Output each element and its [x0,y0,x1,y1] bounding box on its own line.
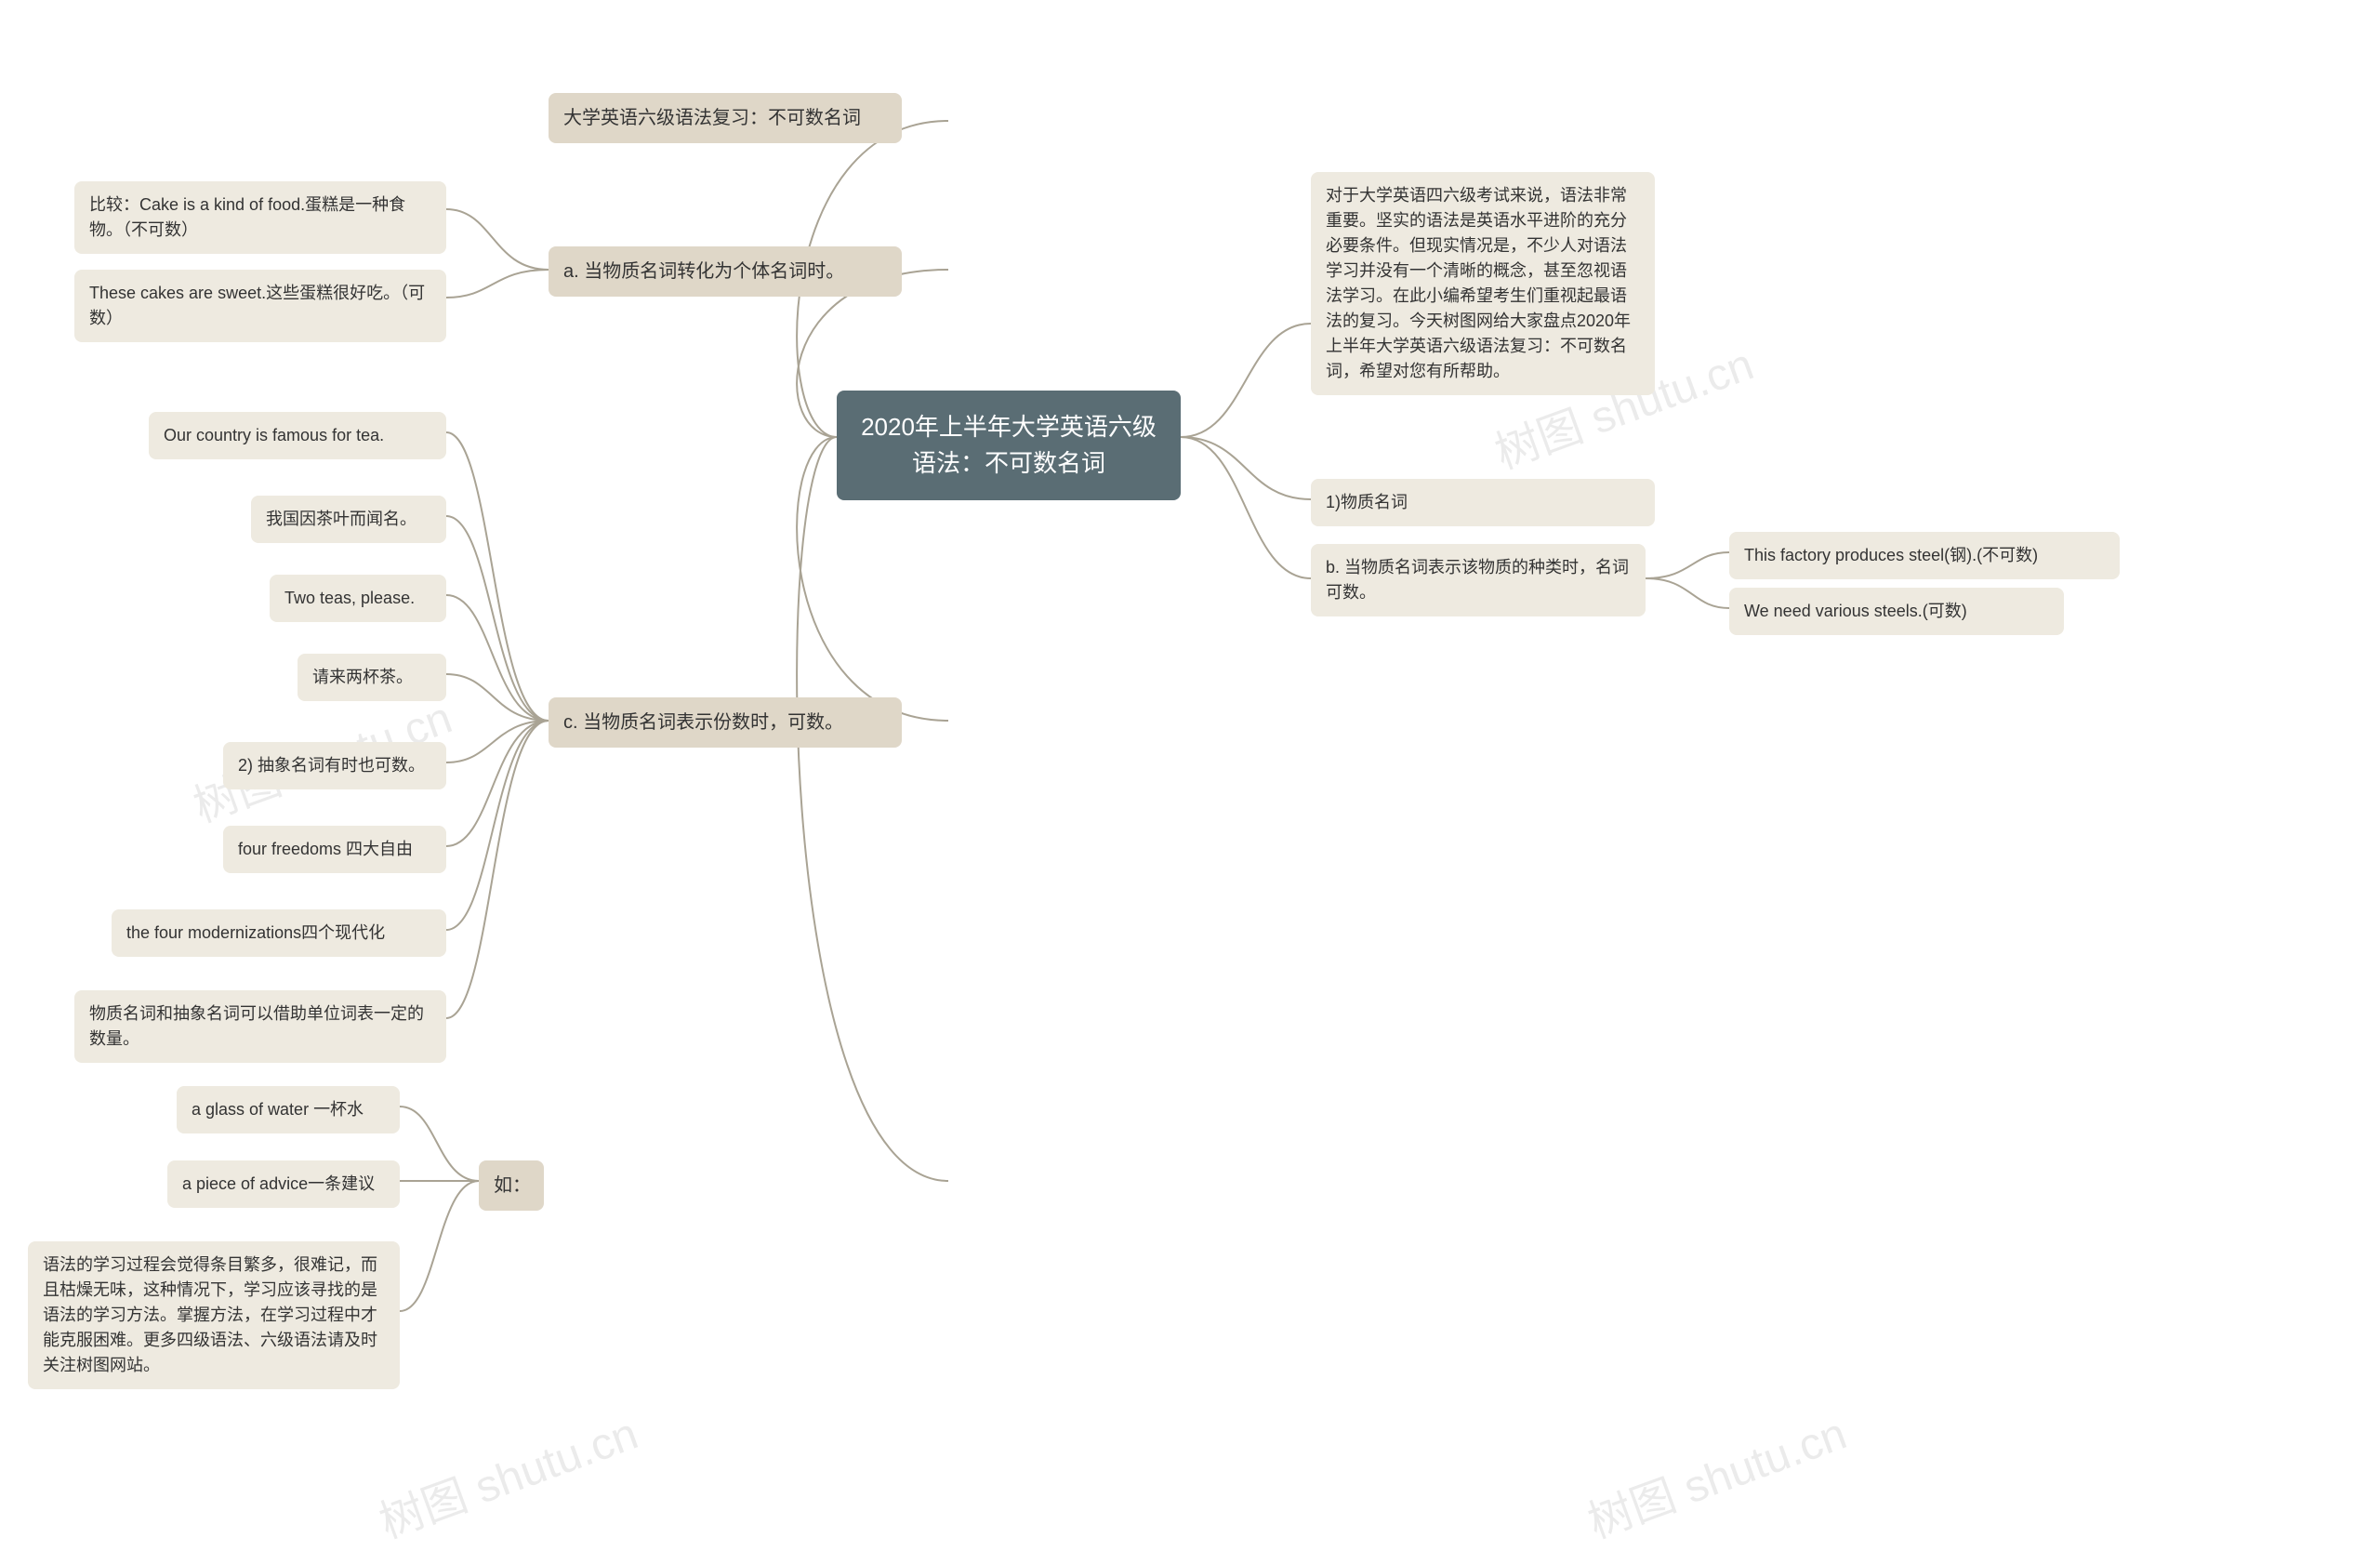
l3-leaf-0: Our country is famous for tea. [149,412,446,459]
left-l2-text: a. 当物质名词转化为个体名词时。 [563,258,844,285]
l2-leaf-1: These cakes are sweet.这些蛋糕很好吃。（可数） [74,270,446,342]
l3-leaf-1: 我国因茶叶而闻名。 [251,496,446,543]
l3-leaf-5: four freedoms 四大自由 [223,826,446,873]
l3-leaf-2-text: Two teas, please. [284,586,415,611]
left-l3-node: c. 当物质名词表示份数时，可数。 [549,697,902,748]
right-intro-text: 对于大学英语四六级考试来说，语法非常重要。坚实的语法是英语水平进阶的充分必要条件… [1326,183,1640,384]
r3-leaf-0: This factory produces steel(钢).(不可数) [1729,532,2120,579]
l4-leaf-2-text: 语法的学习过程会觉得条目繁多，很难记，而且枯燥无味，这种情况下，学习应该寻找的是… [43,1253,385,1378]
r3-leaf-1: We need various steels.(可数) [1729,588,2064,635]
left-l1-text: 大学英语六级语法复习：不可数名词 [563,104,861,132]
l3-leaf-3: 请来两杯茶。 [298,654,446,701]
left-l2-node: a. 当物质名词转化为个体名词时。 [549,246,902,297]
left-l4-node: 如： [479,1160,544,1211]
l4-leaf-2: 语法的学习过程会觉得条目繁多，很难记，而且枯燥无味，这种情况下，学习应该寻找的是… [28,1241,400,1389]
l3-leaf-1-text: 我国因茶叶而闻名。 [266,507,416,532]
root-text: 2020年上半年大学英语六级语法：不可数名词 [859,409,1158,482]
l2-leaf-1-text: These cakes are sweet.这些蛋糕很好吃。（可数） [89,281,431,331]
l3-leaf-6: the four modernizations四个现代化 [112,909,446,957]
root-node: 2020年上半年大学英语六级语法：不可数名词 [837,391,1181,500]
l4-leaf-1: a piece of advice一条建议 [167,1160,400,1208]
right-intro-node: 对于大学英语四六级考试来说，语法非常重要。坚实的语法是英语水平进阶的充分必要条件… [1311,172,1655,395]
l3-leaf-4-text: 2) 抽象名词有时也可数。 [238,753,425,778]
l3-leaf-2: Two teas, please. [270,575,446,622]
l3-leaf-7-text: 物质名词和抽象名词可以借助单位词表一定的数量。 [89,1001,431,1052]
right-r3-node: b. 当物质名词表示该物质的种类时，名词可数。 [1311,544,1646,616]
l3-leaf-0-text: Our country is famous for tea. [164,423,384,448]
l3-leaf-5-text: four freedoms 四大自由 [238,837,413,862]
l4-leaf-0: a glass of water 一杯水 [177,1086,400,1133]
r3-leaf-1-text: We need various steels.(可数) [1744,599,1967,624]
watermark: 树图 shutu.cn [369,1397,645,1550]
l3-leaf-3-text: 请来两杯茶。 [312,665,413,690]
right-r3-text: b. 当物质名词表示该物质的种类时，名词可数。 [1326,555,1631,605]
r3-leaf-0-text: This factory produces steel(钢).(不可数) [1744,543,2038,568]
l4-leaf-0-text: a glass of water 一杯水 [192,1097,364,1122]
l4-leaf-1-text: a piece of advice一条建议 [182,1172,375,1197]
l2-leaf-0-text: 比较：Cake is a kind of food.蛋糕是一种食物。（不可数） [89,192,431,243]
l2-leaf-0: 比较：Cake is a kind of food.蛋糕是一种食物。（不可数） [74,181,446,254]
l3-leaf-7: 物质名词和抽象名词可以借助单位词表一定的数量。 [74,990,446,1063]
right-r2-node: 1)物质名词 [1311,479,1655,526]
left-l1-node: 大学英语六级语法复习：不可数名词 [549,93,902,143]
watermark: 树图 shutu.cn [1578,1397,1854,1550]
right-r2-text: 1)物质名词 [1326,490,1408,515]
left-l4-text: 如： [494,1172,531,1200]
l3-leaf-6-text: the four modernizations四个现代化 [126,921,385,946]
l3-leaf-4: 2) 抽象名词有时也可数。 [223,742,446,789]
left-l3-text: c. 当物质名词表示份数时，可数。 [563,709,843,736]
